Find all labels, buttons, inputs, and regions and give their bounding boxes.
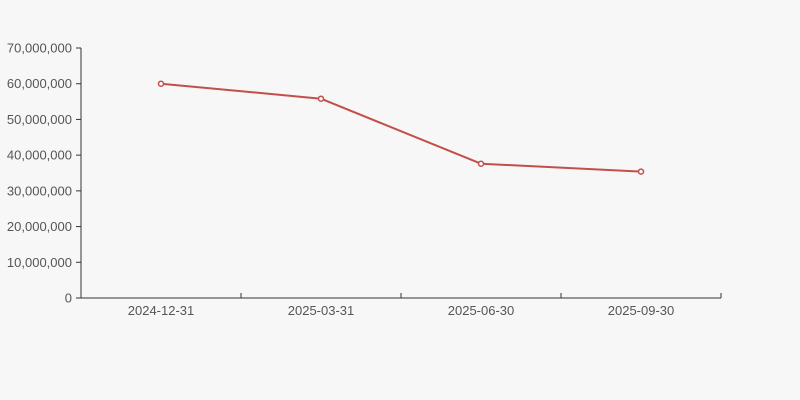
y-axis-tick-label: 30,000,000 [7, 183, 72, 198]
data-point-marker [637, 168, 645, 175]
data-point-marker [317, 95, 325, 102]
data-point-marker [157, 80, 165, 87]
x-axis-tick-label: 2025-03-31 [288, 303, 355, 318]
y-axis-tick-label: 50,000,000 [7, 112, 72, 127]
x-axis-tick-label: 2025-06-30 [448, 303, 515, 318]
y-axis-tick-label: 10,000,000 [7, 255, 72, 270]
data-point-marker [477, 160, 485, 167]
x-axis-tick-label: 2024-12-31 [128, 303, 195, 318]
y-axis-tick-label: 60,000,000 [7, 76, 72, 91]
y-axis-tick-label: 40,000,000 [7, 148, 72, 163]
x-axis-tick-label: 2025-09-30 [608, 303, 675, 318]
y-axis-tick-label: 0 [65, 291, 72, 306]
y-axis-tick-label: 70,000,000 [7, 41, 72, 56]
y-axis-tick-label: 20,000,000 [7, 219, 72, 234]
series-line [160, 82, 642, 173]
